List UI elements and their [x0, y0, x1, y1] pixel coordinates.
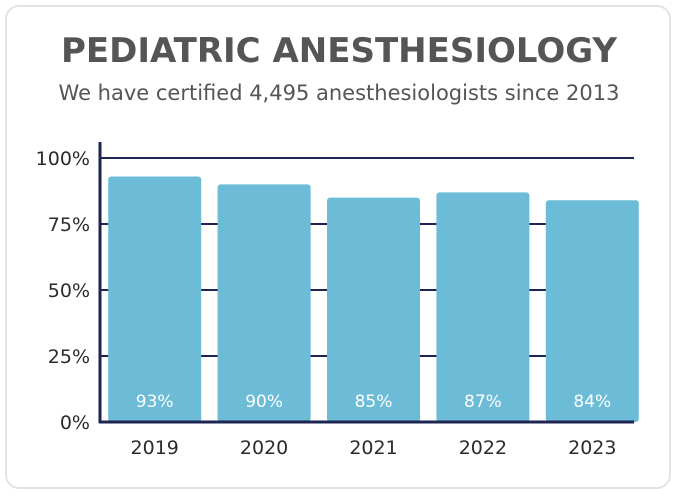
y-tick-label-0: 0%: [60, 412, 90, 434]
bar-2019: [108, 176, 202, 422]
data-label-2022: 87%: [464, 392, 502, 412]
x-tick-label-2019: 2019: [131, 437, 179, 459]
x-tick-label-2022: 2022: [459, 437, 507, 459]
bar-2022: [436, 192, 530, 422]
bar-2020: [217, 184, 311, 422]
bar-2023: [545, 200, 639, 422]
x-tick-label-2023: 2023: [568, 437, 616, 459]
chart-title: PEDIATRIC ANESTHESIOLOGY: [60, 31, 618, 71]
data-label-2019: 93%: [136, 392, 174, 412]
bar-2021: [327, 197, 420, 422]
data-label-2021: 85%: [355, 392, 393, 412]
chart-subtitle: We have certified 4,495 anesthesiologist…: [58, 81, 620, 105]
y-tick-label-25: 25%: [48, 346, 90, 368]
x-tick-label-2021: 2021: [349, 437, 397, 459]
data-label-2020: 90%: [245, 392, 283, 412]
data-label-2023: 84%: [573, 392, 611, 412]
y-tick-label-50: 50%: [48, 280, 90, 302]
y-tick-label-75: 75%: [48, 214, 90, 236]
y-tick-label-100: 100%: [36, 148, 90, 170]
x-tick-label-2020: 2020: [240, 437, 288, 459]
